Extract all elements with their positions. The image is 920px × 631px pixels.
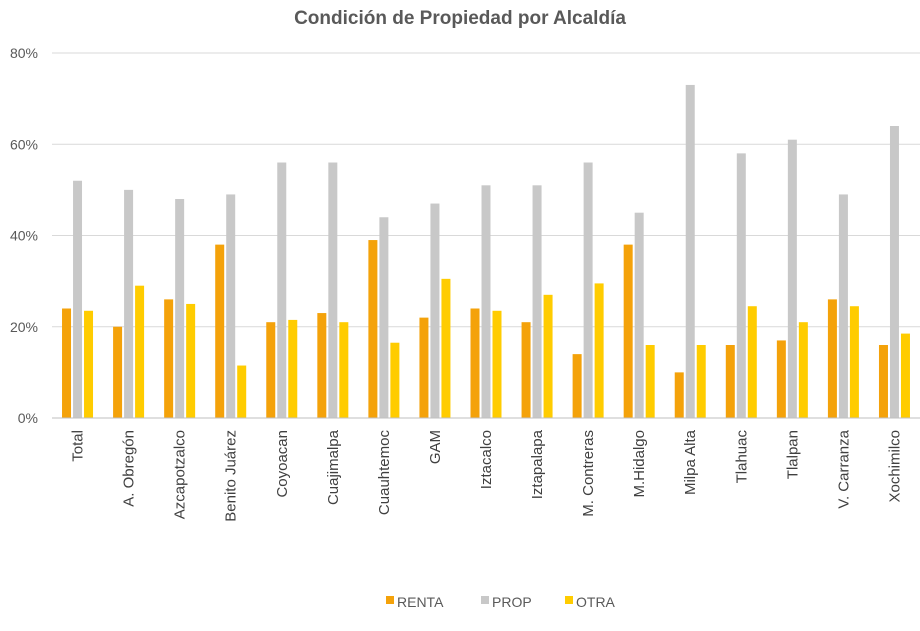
x-tick-label: Tlahuac [733, 430, 750, 484]
bar-renta [725, 345, 735, 418]
bar-prop [736, 153, 746, 418]
bar-prop [277, 162, 287, 418]
legend-swatch-prop [481, 596, 489, 604]
x-axis-labels: Total A. Obregón Azcapotzalco Benito Juárez… [70, 429, 904, 521]
x-tick-label: Cuauhtemoc [376, 430, 393, 516]
bar-otra [186, 303, 196, 418]
bar-renta [317, 313, 327, 418]
x-tick-label: Total [70, 430, 87, 462]
bar-prop [124, 189, 134, 418]
legend-label-renta: RENTA [397, 594, 444, 610]
bar-renta [368, 240, 378, 418]
bar-prop [226, 194, 236, 418]
bar-otra [135, 285, 145, 418]
legend-label-prop: PROP [492, 594, 532, 610]
bar-prop [175, 199, 185, 418]
x-tick-label: A. Obregón [121, 430, 138, 507]
bar-prop [532, 185, 542, 418]
x-tick-label: Coyoacan [274, 430, 291, 498]
x-tick-label: Xochimilco [886, 430, 903, 503]
y-tick-label: 40% [10, 228, 38, 244]
bar-otra [798, 322, 808, 418]
x-tick-label: Azcapotzalco [172, 430, 189, 519]
y-tick-label: 20% [10, 319, 38, 335]
bar-otra [441, 278, 451, 418]
bar-renta [215, 244, 225, 418]
bar-otra [390, 342, 400, 418]
bar-prop [685, 84, 695, 418]
y-tick-label: 60% [10, 136, 38, 152]
legend-swatch-otra [565, 596, 573, 604]
bar-otra [594, 283, 604, 418]
bars [62, 84, 910, 418]
x-tick-label: M. Contreras [580, 430, 597, 517]
bar-prop [73, 180, 83, 418]
x-tick-label: Milpa Alta [682, 429, 699, 495]
bar-prop [379, 217, 389, 418]
bar-renta [827, 299, 837, 418]
y-axis-ticks: 0% 20% 40% 60% 80% [10, 45, 38, 426]
x-tick-label: V. Carranza [835, 429, 852, 508]
x-tick-label: Iztacalco [478, 430, 495, 489]
bar-prop [328, 162, 338, 418]
bar-renta [878, 345, 888, 418]
bar-otra [288, 319, 298, 418]
bar-renta [419, 317, 429, 418]
bar-renta [674, 372, 684, 418]
y-tick-label: 80% [10, 45, 38, 61]
x-tick-label: Benito Juárez [223, 430, 240, 522]
bar-prop [889, 126, 899, 418]
chart-title: Condición de Propiedad por Alcaldía [294, 8, 626, 29]
bar-prop [634, 212, 644, 418]
bar-renta [164, 299, 174, 418]
bar-otra [339, 322, 349, 418]
bar-renta [572, 354, 582, 418]
y-tick-label: 0% [18, 410, 38, 426]
bar-renta [623, 244, 633, 418]
bar-otra [900, 333, 910, 418]
bar-prop [481, 185, 491, 418]
bar-renta [470, 308, 480, 418]
bar-otra [696, 345, 706, 418]
bar-renta [521, 322, 531, 418]
x-tick-label: GAM [427, 430, 444, 464]
legend-swatch-renta [386, 596, 394, 604]
x-tick-label: Cuajimalpa [325, 429, 342, 505]
bar-prop [583, 162, 593, 418]
legend: RENTA PROP OTRA [386, 594, 616, 610]
bar-prop [787, 139, 797, 418]
bar-otra [849, 306, 859, 418]
legend-label-otra: OTRA [576, 594, 616, 610]
bar-otra [237, 365, 247, 418]
bar-prop [838, 194, 848, 418]
bar-otra [84, 310, 94, 418]
bar-renta [266, 322, 276, 418]
bar-renta [62, 308, 72, 418]
bar-renta [776, 340, 786, 418]
x-tick-label: M.Hidalgo [631, 430, 648, 498]
x-tick-label: Tlalpan [784, 430, 801, 479]
bar-renta [113, 326, 123, 418]
bar-otra [492, 310, 502, 418]
bar-otra [747, 306, 757, 418]
bar-otra [543, 294, 553, 418]
bar-prop [430, 203, 440, 418]
bar-otra [645, 345, 655, 418]
x-tick-label: Iztapalapa [529, 429, 546, 499]
